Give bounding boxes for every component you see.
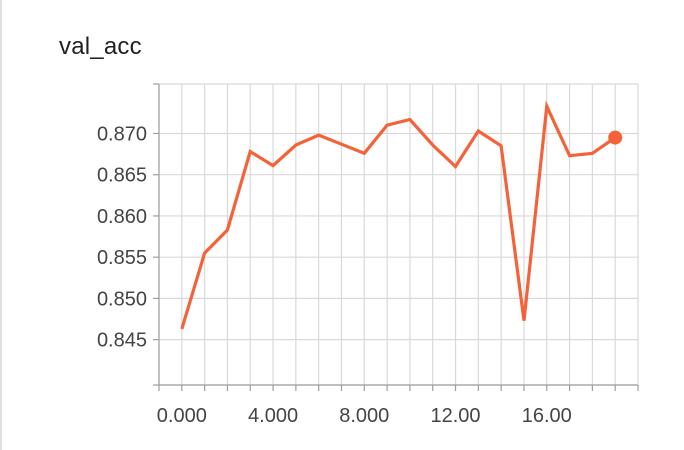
series-line (180, 100, 617, 330)
panel-border (0, 0, 2, 450)
series-layer (180, 100, 623, 330)
y-tick-label: 0.850 (97, 288, 147, 310)
y-tick-label: 0.860 (97, 206, 147, 228)
x-tick-label: 4.000 (248, 405, 298, 427)
y-tick-label: 0.855 (97, 247, 147, 269)
x-tick-label: 0.000 (157, 405, 207, 427)
x-tick-label: 8.000 (339, 405, 389, 427)
x-axis-ticks: 0.000 4.000 8.000 12.00 16.00 (157, 405, 572, 427)
chart-title: val_acc (59, 33, 142, 60)
x-tick-label: 16.00 (522, 405, 572, 427)
y-tick-label: 0.870 (97, 123, 147, 145)
axes (153, 83, 639, 391)
y-tick-label: 0.865 (97, 165, 147, 187)
y-axis-ticks: 0.845 0.850 0.855 0.860 0.865 0.870 (97, 123, 147, 351)
y-tick-label: 0.845 (97, 330, 147, 352)
last-point-marker (608, 130, 623, 145)
grid (158, 83, 639, 386)
x-tick-label: 12.00 (430, 405, 480, 427)
